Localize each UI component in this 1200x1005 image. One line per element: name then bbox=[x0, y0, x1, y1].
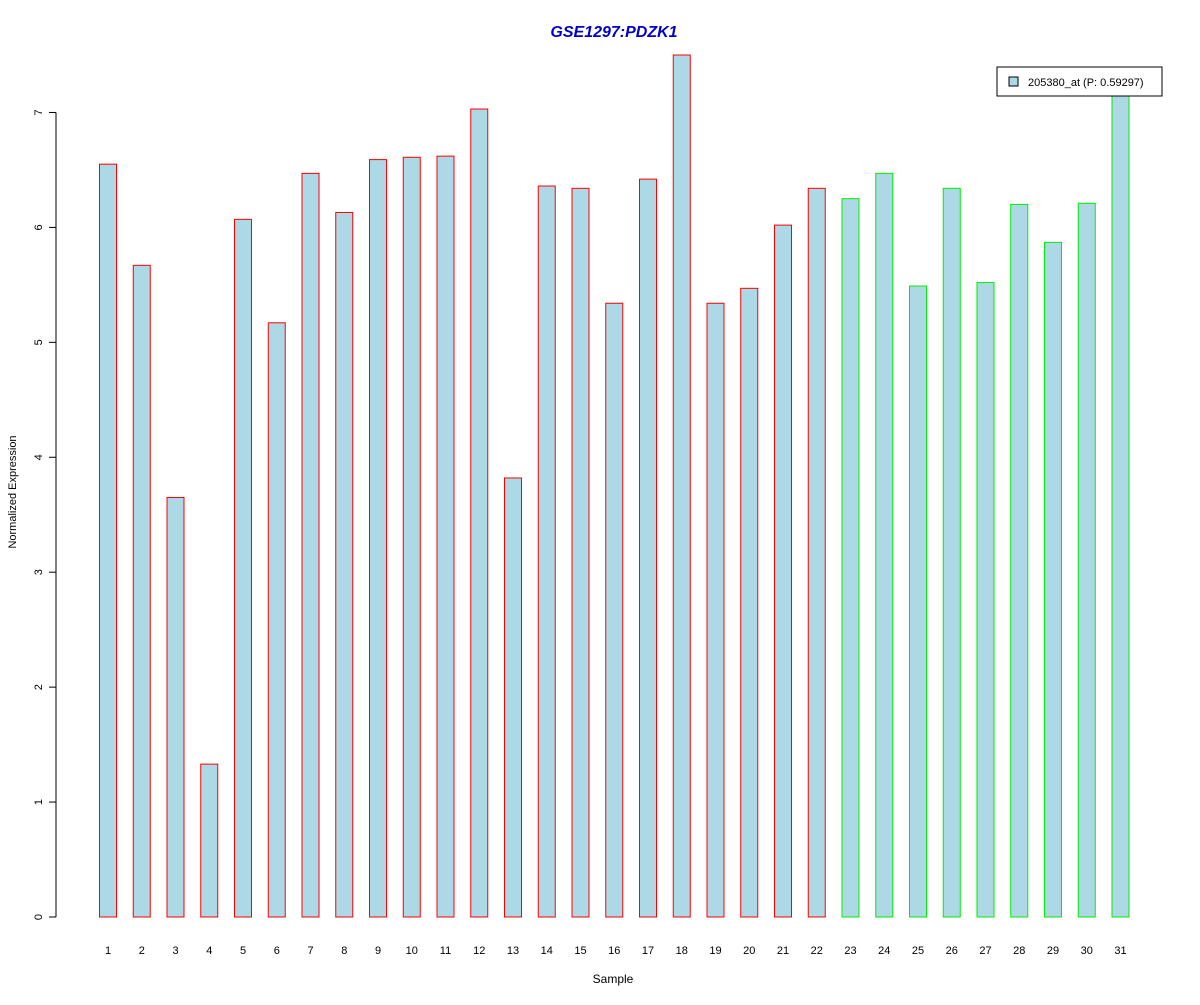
x-tick-label: 16 bbox=[608, 945, 620, 957]
legend: 205380_at (P: 0.59297) bbox=[996, 66, 1163, 97]
x-tick-label: 18 bbox=[676, 945, 688, 957]
bar-sample-5 bbox=[234, 218, 252, 918]
bar-sample-6 bbox=[267, 322, 286, 918]
x-tick-label: 19 bbox=[709, 945, 721, 957]
legend-box bbox=[996, 66, 1163, 97]
x-tick-label: 17 bbox=[642, 945, 654, 957]
bar-sample-22 bbox=[807, 187, 826, 918]
bar-sample-24 bbox=[875, 172, 894, 918]
bar-sample-11 bbox=[436, 155, 455, 918]
bar-sample-9 bbox=[369, 159, 387, 918]
x-tick-label: 9 bbox=[375, 945, 381, 957]
x-tick-label: 13 bbox=[507, 945, 519, 957]
y-axis-label: Normalized Expression bbox=[7, 435, 19, 548]
x-tick-label: 11 bbox=[440, 945, 451, 957]
x-axis-label: Sample bbox=[593, 972, 634, 986]
x-tick-label: 3 bbox=[172, 945, 178, 957]
bar-sample-2 bbox=[132, 264, 151, 918]
bar-sample-4 bbox=[200, 763, 219, 918]
x-tick-label: 7 bbox=[307, 945, 313, 957]
bar-sample-27 bbox=[976, 282, 995, 918]
bar-sample-7 bbox=[301, 172, 320, 918]
x-tick-label: 6 bbox=[274, 945, 280, 957]
x-tick-label: 2 bbox=[139, 945, 145, 957]
x-tick-label: 1 bbox=[105, 945, 111, 957]
x-tick-label: 27 bbox=[979, 945, 991, 957]
bar-sample-23 bbox=[841, 198, 860, 918]
bar-sample-15 bbox=[571, 187, 590, 918]
chart-title: GSE1297:PDZK1 bbox=[550, 24, 677, 41]
bar-sample-3 bbox=[166, 496, 185, 918]
bar-sample-21 bbox=[774, 224, 792, 918]
y-tick-label: 3 bbox=[33, 569, 45, 575]
bar-sample-1 bbox=[99, 163, 117, 918]
bar-sample-25 bbox=[909, 285, 927, 918]
x-tick-label: 26 bbox=[946, 945, 958, 957]
bar-sample-31 bbox=[1111, 77, 1130, 918]
bar-sample-18 bbox=[672, 54, 691, 918]
x-tick-label: 14 bbox=[541, 945, 553, 957]
x-tick-labels: 1 2 3 4 5 6 7 8 9 10 11 12 13 14 15 16 17 18 19 20 21 22 23 24 2… bbox=[105, 945, 1127, 957]
bar-sample-16 bbox=[605, 302, 624, 918]
x-tick-label: 24 bbox=[878, 945, 890, 957]
bar-sample-26 bbox=[942, 187, 961, 918]
y-axis: 0 1 2 3 4 5 6 7 bbox=[33, 109, 57, 920]
bar-sample-10 bbox=[402, 156, 421, 918]
x-tick-label: 4 bbox=[206, 945, 212, 957]
y-tick-label: 7 bbox=[33, 109, 45, 115]
x-tick-label: 5 bbox=[240, 945, 246, 957]
bar-sample-8 bbox=[335, 211, 354, 918]
bar-sample-30 bbox=[1077, 202, 1096, 918]
legend-swatch bbox=[1008, 76, 1019, 87]
bar-sample-14 bbox=[537, 185, 556, 918]
y-tick-label: 6 bbox=[33, 224, 45, 230]
legend-label: 205380_at (P: 0.59297) bbox=[1028, 77, 1144, 89]
x-tick-label: 15 bbox=[574, 945, 586, 957]
x-tick-label: 8 bbox=[341, 945, 347, 957]
x-tick-label: 20 bbox=[743, 945, 755, 957]
bar-sample-13 bbox=[504, 477, 522, 918]
bar-sample-28 bbox=[1010, 203, 1029, 918]
x-tick-label: 10 bbox=[406, 945, 418, 957]
y-tick-label: 4 bbox=[33, 454, 45, 460]
bar-sample-19 bbox=[706, 302, 725, 918]
y-tick-label: 0 bbox=[33, 914, 45, 920]
x-tick-label: 21 bbox=[777, 945, 789, 957]
x-tick-label: 31 bbox=[1114, 945, 1126, 957]
x-tick-label: 25 bbox=[912, 945, 924, 957]
x-tick-label: 23 bbox=[844, 945, 856, 957]
bar-sample-20 bbox=[740, 287, 759, 918]
bars bbox=[99, 54, 1130, 918]
bar-sample-29 bbox=[1044, 241, 1062, 918]
x-tick-label: 30 bbox=[1081, 945, 1093, 957]
x-tick-label: 22 bbox=[811, 945, 823, 957]
bar-sample-12 bbox=[470, 108, 489, 918]
y-tick-label: 2 bbox=[33, 684, 45, 690]
y-tick-label: 1 bbox=[33, 799, 45, 805]
y-tick-label: 5 bbox=[33, 339, 45, 345]
x-tick-label: 28 bbox=[1013, 945, 1025, 957]
x-tick-label: 29 bbox=[1047, 945, 1059, 957]
bar-sample-17 bbox=[639, 178, 657, 918]
x-tick-label: 12 bbox=[473, 945, 485, 957]
